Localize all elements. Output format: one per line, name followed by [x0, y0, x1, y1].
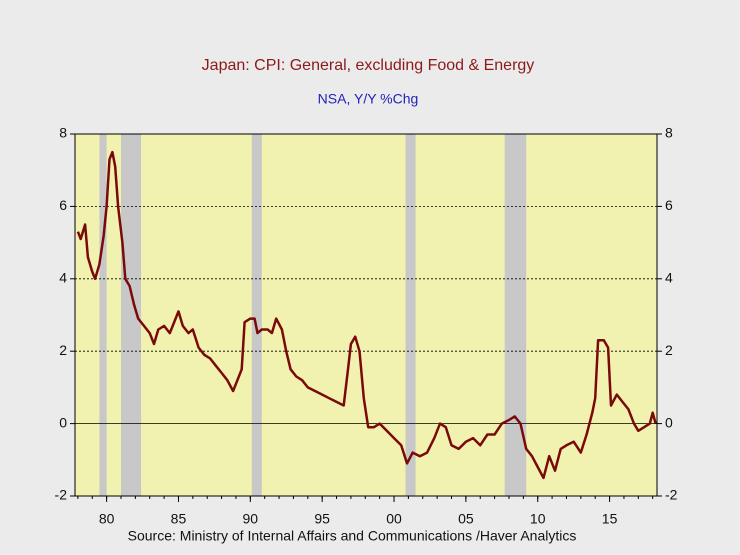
- x-tick-label: 95: [314, 511, 330, 527]
- recession-band: [251, 134, 262, 496]
- y2-tick-label: 8: [665, 125, 673, 141]
- y-tick-label: 2: [59, 342, 67, 358]
- plot-frame: [74, 133, 658, 497]
- x-tick-label: 85: [171, 511, 187, 527]
- x-tick-label: 90: [243, 511, 259, 527]
- plot-area: [75, 134, 657, 496]
- y-tick-label: 0: [59, 414, 67, 430]
- chart-subtitle: NSA, Y/Y %Chg: [318, 91, 419, 107]
- recession-band: [405, 134, 416, 496]
- x-tick-label: 15: [602, 511, 618, 527]
- y-tick-label: 8: [59, 125, 67, 141]
- y2-tick-label: -2: [665, 487, 678, 503]
- y-tick-label: 4: [59, 270, 67, 286]
- x-tick-label: 10: [530, 511, 546, 527]
- x-tick-label: 05: [458, 511, 474, 527]
- y-tick-label: 6: [59, 197, 67, 213]
- source: Source: Ministry of Internal Affairs and…: [128, 528, 577, 544]
- recession-band: [120, 134, 142, 496]
- recession-band: [504, 134, 527, 496]
- series-line: [76, 150, 657, 480]
- y2-tick-label: 4: [665, 270, 673, 286]
- chart-title: Japan: CPI: General, excluding Food & En…: [202, 57, 535, 74]
- x-tick-label: 00: [386, 511, 402, 527]
- recession-band: [99, 134, 107, 496]
- y2-tick-label: 6: [665, 197, 673, 213]
- y2-tick-label: 0: [665, 414, 673, 430]
- y-tick-label: -2: [55, 487, 68, 503]
- x-tick-label: 80: [99, 511, 115, 527]
- y2-tick-label: 2: [665, 342, 673, 358]
